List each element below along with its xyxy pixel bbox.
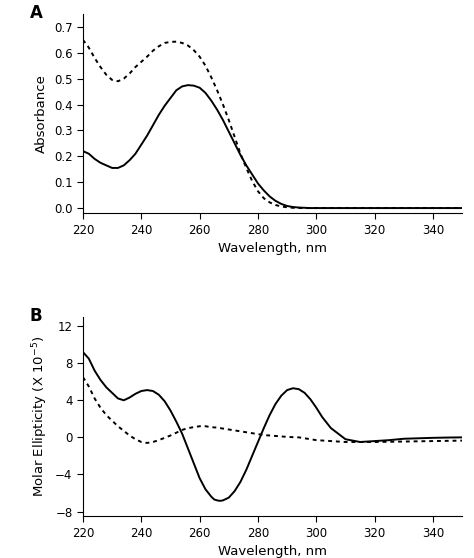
Text: B: B: [30, 307, 43, 325]
Text: A: A: [30, 4, 43, 22]
X-axis label: Wavelength, nm: Wavelength, nm: [218, 545, 327, 558]
X-axis label: Wavelength, nm: Wavelength, nm: [218, 242, 327, 255]
Y-axis label: Molar Ellipticity (X 10$^{-5}$): Molar Ellipticity (X 10$^{-5}$): [30, 336, 50, 497]
Y-axis label: Absorbance: Absorbance: [36, 74, 48, 153]
